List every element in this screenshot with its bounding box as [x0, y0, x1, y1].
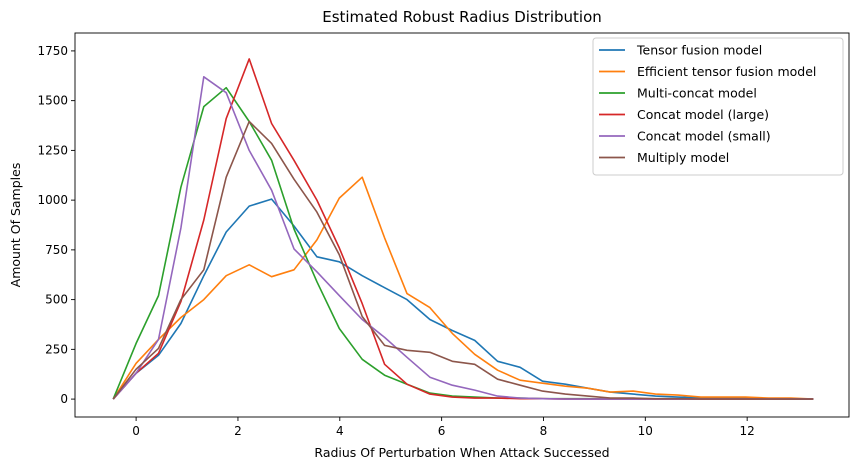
legend-label: Multi-concat model: [637, 86, 757, 101]
legend-label: Concat model (large): [637, 107, 769, 122]
x-tick-label: 12: [740, 424, 755, 438]
y-axis-label: Amount Of Samples: [8, 163, 23, 288]
x-tick-label: 8: [540, 424, 548, 438]
legend-box: [592, 37, 844, 176]
legend-label: Concat model (small): [637, 129, 771, 144]
legend-label: Efficient tensor fusion model: [637, 64, 816, 79]
series-line-6: [112, 120, 814, 400]
y-tick-label: 250: [45, 342, 68, 356]
plot-frame: [74, 32, 850, 418]
y-tick-label: 1000: [37, 193, 68, 207]
legend-label: Multiply model: [637, 150, 729, 165]
legend-label: Tensor fusion model: [636, 43, 762, 58]
series-line-1: [112, 198, 814, 400]
y-tick-label: 750: [45, 243, 68, 257]
axes-layer: 0 2 4 6 8 10 12 0 250 500 750 1000 1250 1500 1750: [37, 32, 850, 438]
legend: Tensor fusion model Efficient tensor fusi…: [592, 37, 844, 176]
chart-title: Estimated Robust Radius Distribution: [322, 8, 602, 26]
x-tick-label: 4: [336, 424, 344, 438]
y-tick-label: 1750: [37, 44, 68, 58]
x-tick-label: 2: [234, 424, 242, 438]
x-tick-label: 6: [438, 424, 446, 438]
y-tick-label: 0: [60, 392, 68, 406]
y-tick-label: 1250: [37, 143, 68, 157]
x-tick-label: 10: [638, 424, 653, 438]
y-tick-label: 1500: [37, 94, 68, 108]
series-line-2: [112, 176, 814, 400]
x-axis-label: Radius Of Perturbation When Attack Succe…: [314, 445, 609, 460]
series-layer: [112, 58, 814, 400]
x-tick-label: 0: [132, 424, 140, 438]
y-tick-label: 500: [45, 293, 68, 307]
